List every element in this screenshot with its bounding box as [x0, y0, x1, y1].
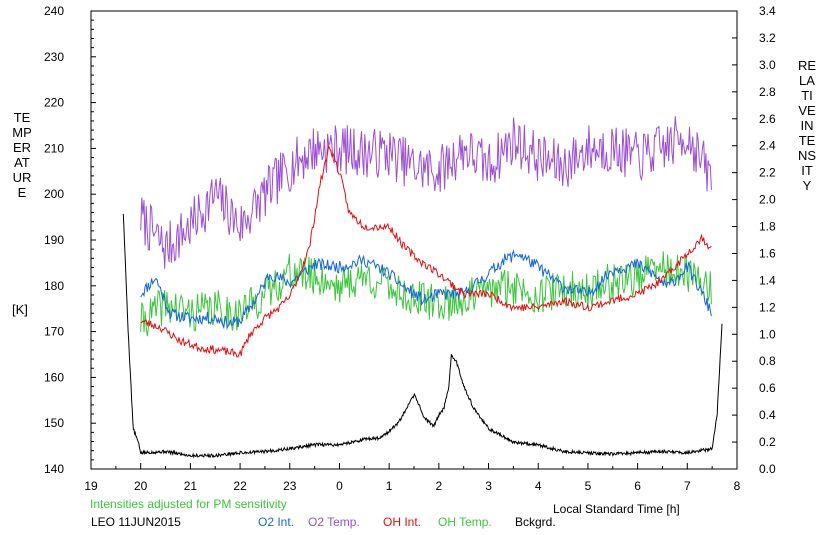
x-tick-label: 19 — [84, 479, 98, 493]
right-axis-title: RELATIVE INTENSITY — [797, 58, 817, 193]
x-axis-title: Local Standard Time [h] — [553, 502, 680, 516]
right-tick-label: 1.6 — [759, 246, 776, 260]
right-tick-label: 2.6 — [759, 112, 776, 126]
right-tick-label: 1.4 — [759, 273, 776, 287]
right-tick-label: 2.0 — [759, 193, 776, 207]
left-tick-label: 210 — [44, 141, 64, 155]
right-tick-label: 2.2 — [759, 166, 776, 180]
series-line-oh-int — [140, 144, 712, 358]
legend-o2-temp: O2 Temp. — [308, 515, 360, 529]
plot-frame — [90, 10, 738, 470]
left-tick-label: 170 — [44, 325, 64, 339]
legend-o2-int: O2 Int. — [258, 515, 295, 529]
left-tick-label: 140 — [44, 462, 64, 476]
right-tick-label: 2.8 — [759, 85, 776, 99]
x-tick-label: 8 — [734, 479, 741, 493]
right-tick-label: 3.0 — [759, 58, 776, 72]
left-axis-title: TEMPERATURE — [12, 110, 32, 200]
x-tick-label: 2 — [436, 479, 443, 493]
series-line-o2-int — [140, 249, 712, 331]
left-tick-label: 200 — [44, 187, 64, 201]
right-tick-label: 3.4 — [759, 4, 776, 18]
right-tick-label: 0.6 — [759, 381, 776, 395]
right-tick-label: 1.2 — [759, 300, 776, 314]
x-tick-label: 3 — [485, 479, 492, 493]
series-line-bckgrd — [122, 213, 723, 459]
x-tick-label: 22 — [233, 479, 247, 493]
x-tick-label: 23 — [283, 479, 297, 493]
series-layer — [122, 116, 723, 459]
x-tick-label: 5 — [585, 479, 592, 493]
legend-bckgrd: Bckgrd. — [515, 515, 556, 529]
x-tick-label: 0 — [336, 479, 343, 493]
left-tick-label: 190 — [44, 233, 64, 247]
left-tick-label: 240 — [44, 4, 64, 18]
right-tick-label: 0.4 — [759, 408, 776, 422]
note-pm-sensitivity: Intensities adjusted for PM sensitivity — [90, 497, 287, 511]
left-tick-label: 220 — [44, 96, 64, 110]
x-tick-label: 7 — [684, 479, 691, 493]
x-tick-label: 1 — [386, 479, 393, 493]
left-tick-label: 150 — [44, 416, 64, 430]
right-tick-label: 0.0 — [759, 462, 776, 476]
right-tick-label: 1.0 — [759, 327, 776, 341]
station-date: LEO 11JUN2015 — [91, 515, 181, 529]
right-tick-label: 0.8 — [759, 354, 776, 368]
axes-layer: 1401501601701801902002102202302400.00.20… — [44, 4, 776, 493]
legend-oh-temp: OH Temp. — [438, 515, 492, 529]
x-tick-label: 6 — [634, 479, 641, 493]
x-tick-label: 21 — [184, 479, 198, 493]
right-tick-label: 3.2 — [759, 31, 776, 45]
legend-oh-int: OH Int. — [383, 515, 422, 529]
series-line-o2-temp — [140, 116, 712, 269]
left-tick-label: 230 — [44, 50, 64, 64]
right-tick-label: 2.4 — [759, 139, 776, 153]
x-tick-label: 20 — [134, 479, 148, 493]
right-tick-label: 1.8 — [759, 220, 776, 234]
x-tick-label: 4 — [535, 479, 542, 493]
left-tick-label: 160 — [44, 370, 64, 384]
left-axis-unit: [K] — [12, 302, 28, 317]
left-tick-label: 180 — [44, 279, 64, 293]
right-tick-label: 0.2 — [759, 435, 776, 449]
series-line-oh-temp — [140, 251, 712, 337]
